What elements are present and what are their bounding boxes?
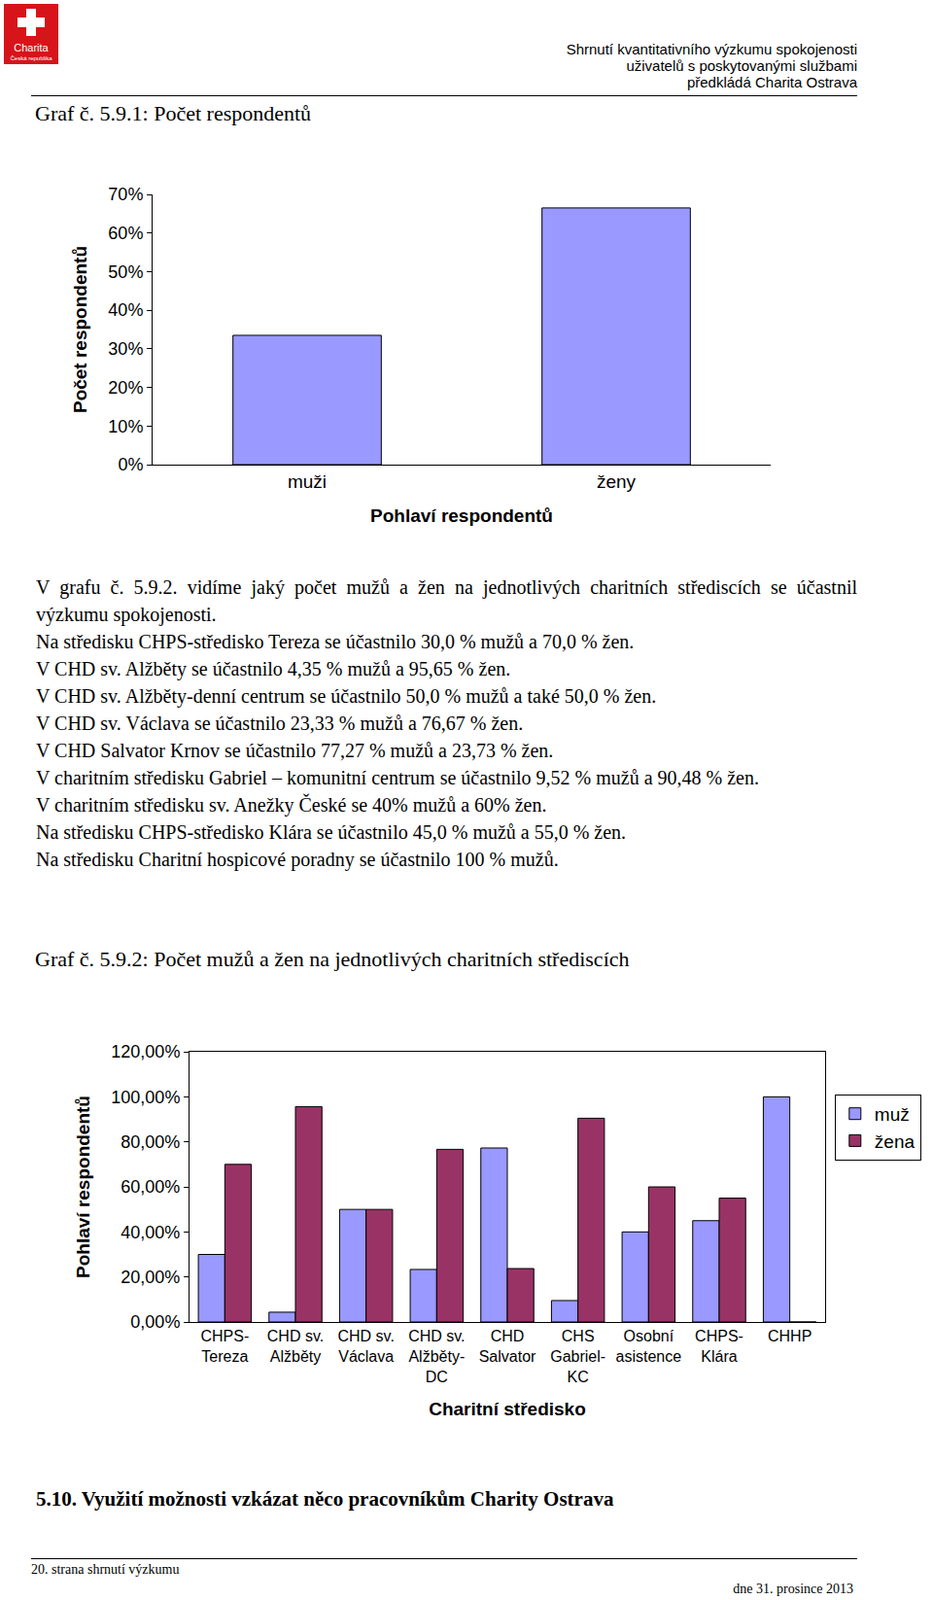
html-text:V CHD sv. Alžběty se účastnilo: V CHD sv. Alžběty se účastnilo 4,35 % mu… — [35, 657, 511, 680]
svg-text:Počet respondentů: Počet respondentů — [69, 245, 91, 414]
svg-text:10%: 10% — [107, 416, 143, 437]
svg-text:CHD sv.Alžběty-DC: CHD sv.Alžběty-DC — [408, 1327, 465, 1385]
html-text:V CHD Salvator Krnov se účastn: V CHD Salvator Krnov se účastnilo 77,27 … — [35, 739, 554, 761]
html-text:uživatelů s poskytovanými služ: uživatelů s poskytovanými službami — [626, 57, 858, 74]
svg-text:CHSGabriel-KC: CHSGabriel-KC — [550, 1327, 606, 1385]
svg-text:muž: muž — [874, 1104, 910, 1125]
html-text:V charitním středisku Gabriel: V charitním středisku Gabriel – komunitn… — [35, 766, 759, 789]
svg-text:20,00%: 20,00% — [120, 1267, 180, 1287]
svg-text:Charitní středisko: Charitní středisko — [428, 1398, 587, 1419]
html-text:5.10. Využití možnosti vzkázat: 5.10. Využití možnosti vzkázat něco prac… — [35, 1486, 614, 1511]
html-text:předkládá Charita Ostrava: předkládá Charita Ostrava — [687, 73, 858, 91]
svg-text:CHHP: CHHP — [767, 1327, 812, 1345]
svg-text:0%: 0% — [117, 454, 143, 475]
svg-text:muži: muži — [287, 471, 327, 492]
svg-text:40,00%: 40,00% — [120, 1222, 180, 1243]
html-text:Na středisku CHPS-středisko Kl: Na středisku CHPS-středisko Klára se úča… — [35, 821, 626, 843]
svg-text:0,00%: 0,00% — [130, 1312, 180, 1332]
svg-text:Pohlaví respondentů: Pohlaví respondentů — [72, 1095, 94, 1279]
html-text:V grafu č. 5.9.2. vidíme jaký: V grafu č. 5.9.2. vidíme jaký počet mužů… — [35, 576, 858, 625]
svg-text:CHD sv.Alžběty: CHD sv.Alžběty — [267, 1327, 324, 1365]
svg-text:CHPS-Tereza: CHPS-Tereza — [200, 1327, 249, 1365]
svg-text:30%: 30% — [107, 339, 143, 359]
svg-text:Osobníasistence: Osobníasistence — [616, 1327, 683, 1365]
svg-text:Pohlaví respondentů: Pohlaví respondentů — [370, 505, 553, 526]
svg-text:100,00%: 100,00% — [110, 1087, 180, 1107]
svg-text:CHD sv.Václava: CHD sv.Václava — [337, 1327, 394, 1365]
svg-text:CHPS-Klára: CHPS-Klára — [694, 1327, 744, 1365]
svg-text:žena: žena — [874, 1131, 916, 1152]
html-text:V CHD sv. Alžběty-denní centru: V CHD sv. Alžběty-denní centrum se účast… — [35, 685, 657, 707]
svg-text:50%: 50% — [107, 262, 143, 282]
html-text:Graf č. 5.9.2: Počet mužů a že: Graf č. 5.9.2: Počet mužů a žen na jedno… — [34, 946, 630, 971]
html-text:dne 31. prosince 2013: dne 31. prosince 2013 — [733, 1581, 854, 1596]
html-text:Na středisku CHPS-středisko Te: Na středisku CHPS-středisko Tereza se úč… — [35, 630, 634, 653]
html-text:Na středisku Charitní hospicov: Na středisku Charitní hospicové poradny … — [35, 848, 559, 870]
html-text:Graf č. 5.9.1: Počet responden: Graf č. 5.9.1: Počet respondentů — [34, 101, 312, 126]
svg-text:80,00%: 80,00% — [120, 1132, 180, 1152]
svg-text:60,00%: 60,00% — [120, 1176, 180, 1197]
html-text:V charitním středisku sv. Anež: V charitním středisku sv. Anežky České s… — [35, 794, 547, 816]
svg-text:Charita: Charita — [13, 41, 49, 54]
svg-text:120,00%: 120,00% — [110, 1041, 180, 1062]
svg-text:20%: 20% — [107, 378, 143, 398]
html-text:20. strana shrnutí výzkumu: 20. strana shrnutí výzkumu — [31, 1561, 180, 1577]
svg-text:ženy: ženy — [596, 471, 637, 492]
html-text:V CHD sv. Václava se účastnilo: V CHD sv. Václava se účastnilo 23,33 % m… — [35, 712, 524, 734]
svg-text:40%: 40% — [107, 300, 143, 320]
svg-text:Česká republika: Česká republika — [9, 55, 53, 62]
svg-text:CHDSalvator: CHDSalvator — [479, 1327, 537, 1365]
svg-text:70%: 70% — [107, 184, 143, 205]
html-text:Shrnutí kvantitativního výzkum: Shrnutí kvantitativního výzkumu spokojen… — [566, 40, 858, 58]
svg-text:60%: 60% — [107, 223, 143, 243]
